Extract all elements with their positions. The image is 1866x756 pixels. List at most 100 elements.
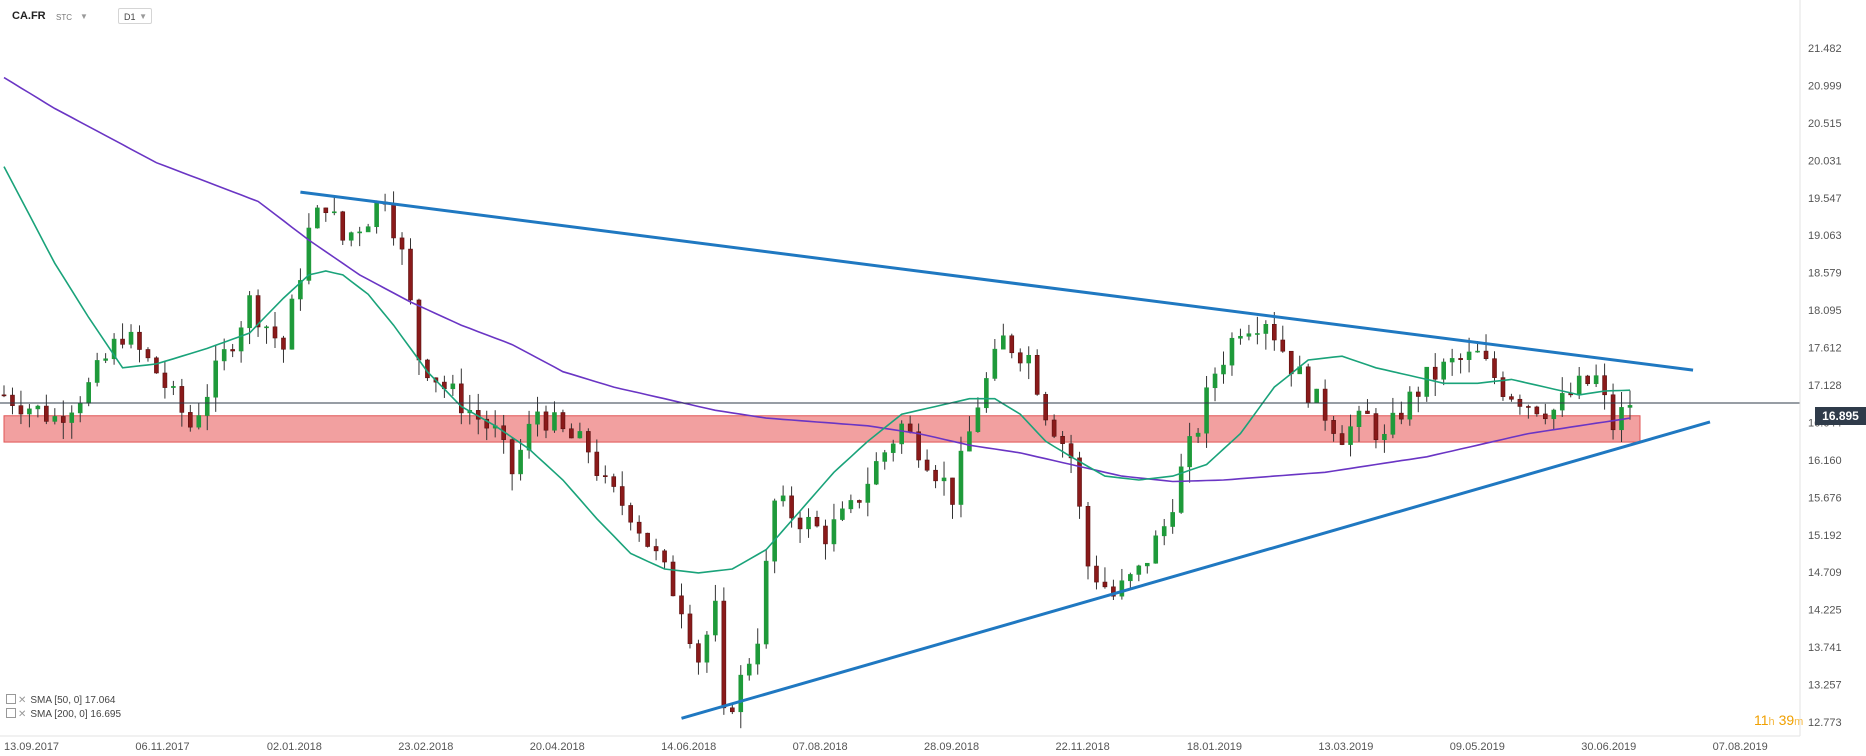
candle (831, 503, 837, 552)
candle (35, 404, 41, 418)
resistance-trendline[interactable] (300, 190, 1694, 372)
x-tick-label: 07.08.2019 (1713, 741, 1768, 753)
candle (1212, 367, 1218, 402)
candle (18, 390, 24, 425)
candle (1187, 422, 1192, 483)
indicator-sma200[interactable]: ✕ SMA [200, 0] 16.695 (6, 708, 121, 720)
x-tick-label: 09.05.2019 (1450, 741, 1505, 753)
candle (323, 207, 329, 222)
candle (1458, 353, 1463, 374)
candle (1441, 358, 1446, 386)
candle (1221, 351, 1226, 384)
settings-icon[interactable] (6, 708, 16, 718)
candle (730, 704, 735, 715)
candle (958, 436, 964, 518)
sma200-line (3, 76, 1631, 483)
candle (882, 449, 888, 470)
x-tick-label: 06.11.2017 (135, 741, 189, 753)
candle (840, 501, 845, 522)
candle (1466, 337, 1472, 373)
y-tick-label: 17.128 (1808, 380, 1842, 392)
candle (1382, 424, 1387, 453)
candle (1593, 364, 1599, 388)
candle (1585, 374, 1590, 386)
candle (848, 494, 854, 514)
candle (154, 356, 159, 374)
candle (1111, 579, 1116, 601)
x-tick-label: 07.08.2018 (793, 741, 848, 753)
candle (611, 473, 617, 493)
candle (1102, 567, 1108, 589)
candle (348, 231, 354, 247)
candle (10, 387, 15, 415)
y-tick-label: 18.095 (1808, 305, 1842, 317)
timer-hours: 11 (1754, 712, 1769, 728)
close-icon[interactable]: ✕ (18, 709, 27, 720)
candle (264, 325, 269, 344)
chevron-down-icon: ▼ (139, 12, 147, 21)
candle (60, 400, 66, 440)
candle (1043, 391, 1048, 426)
candle (1195, 428, 1201, 443)
candle (111, 333, 117, 365)
candle (204, 384, 210, 431)
candle (103, 353, 108, 364)
candle (1492, 351, 1497, 385)
y-tick-label: 18.579 (1808, 268, 1842, 280)
candle (1255, 316, 1260, 345)
candle (916, 423, 921, 468)
candle (1128, 572, 1133, 589)
candle (52, 408, 58, 425)
candle (1610, 383, 1616, 440)
y-tick-label: 14.225 (1808, 605, 1842, 617)
candle (1415, 386, 1421, 413)
candle (518, 439, 523, 481)
candle (484, 410, 490, 441)
y-tick-label: 17.612 (1808, 343, 1842, 355)
candle (1094, 555, 1099, 590)
settings-icon[interactable] (6, 694, 16, 704)
candle (365, 223, 371, 233)
candle (899, 420, 904, 454)
candle (298, 268, 303, 311)
candle (1399, 401, 1404, 425)
candle (213, 345, 219, 412)
candle (806, 508, 811, 538)
candle (873, 452, 879, 486)
candle (281, 335, 286, 363)
close-icon[interactable]: ✕ (18, 695, 27, 706)
candle (1551, 408, 1557, 430)
candle (662, 549, 667, 569)
candle (1051, 414, 1057, 439)
chevron-down-icon[interactable]: ▼ (80, 12, 88, 21)
candle (992, 339, 998, 381)
candle (865, 467, 871, 517)
x-tick-label: 18.01.2019 (1187, 741, 1242, 753)
candle (1263, 320, 1269, 350)
candle (941, 461, 947, 496)
candle (69, 405, 75, 439)
candle (586, 428, 591, 464)
candle (1322, 379, 1328, 431)
candle (1509, 393, 1514, 402)
indicator-sma50[interactable]: ✕ SMA [50, 0] 17.064 (6, 694, 115, 706)
candle (171, 380, 176, 396)
candle (1280, 325, 1286, 353)
candle (738, 665, 744, 729)
candle (679, 583, 684, 629)
candle (188, 404, 193, 432)
y-tick-label: 20.031 (1808, 155, 1842, 167)
symbol-label[interactable]: CA.FR (12, 10, 46, 22)
candles (1, 191, 1633, 729)
candle (27, 404, 32, 428)
timeframe-select[interactable]: D1 ▼ (118, 8, 152, 24)
candle (1017, 348, 1023, 372)
timer-minutes: 39 (1778, 712, 1795, 728)
support-trendline[interactable] (681, 420, 1711, 720)
candle (399, 232, 405, 265)
candle (145, 347, 151, 362)
candle (1, 385, 7, 398)
candle (1272, 312, 1277, 351)
price-axis: 21.482 20.999 20.515 20.031 19.547 19.063 18.5… (1808, 43, 1842, 729)
